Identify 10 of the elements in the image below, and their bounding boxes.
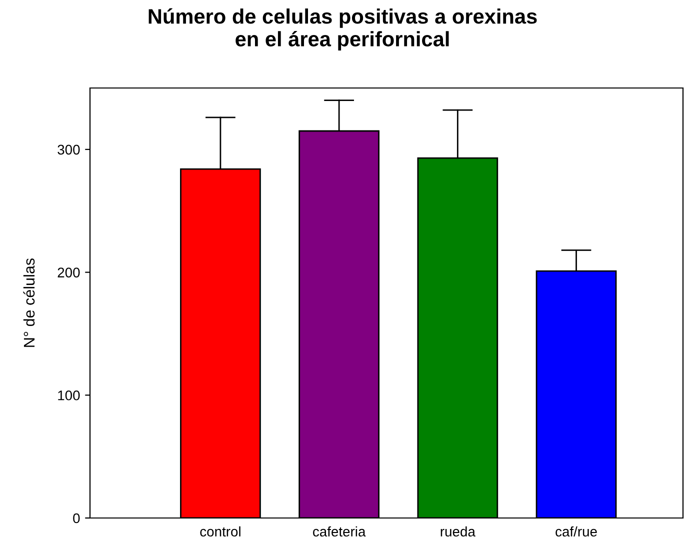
y-tick-label: 200 [58, 268, 80, 278]
x-tick-label: caf/rue [556, 526, 597, 537]
chart-title: Número de celulas positivas a orexinas en el área perifornical [148, 8, 537, 51]
y-tick-label: 300 [58, 144, 80, 155]
y-tick-label: 0 [73, 513, 80, 524]
x-tick-label: control [200, 526, 240, 537]
x-tick-label: cafeteria [313, 526, 366, 537]
y-axis-title: N° de células [23, 258, 35, 347]
y-tick-label: 100 [58, 390, 80, 400]
x-tick-label: rueda [440, 526, 476, 537]
